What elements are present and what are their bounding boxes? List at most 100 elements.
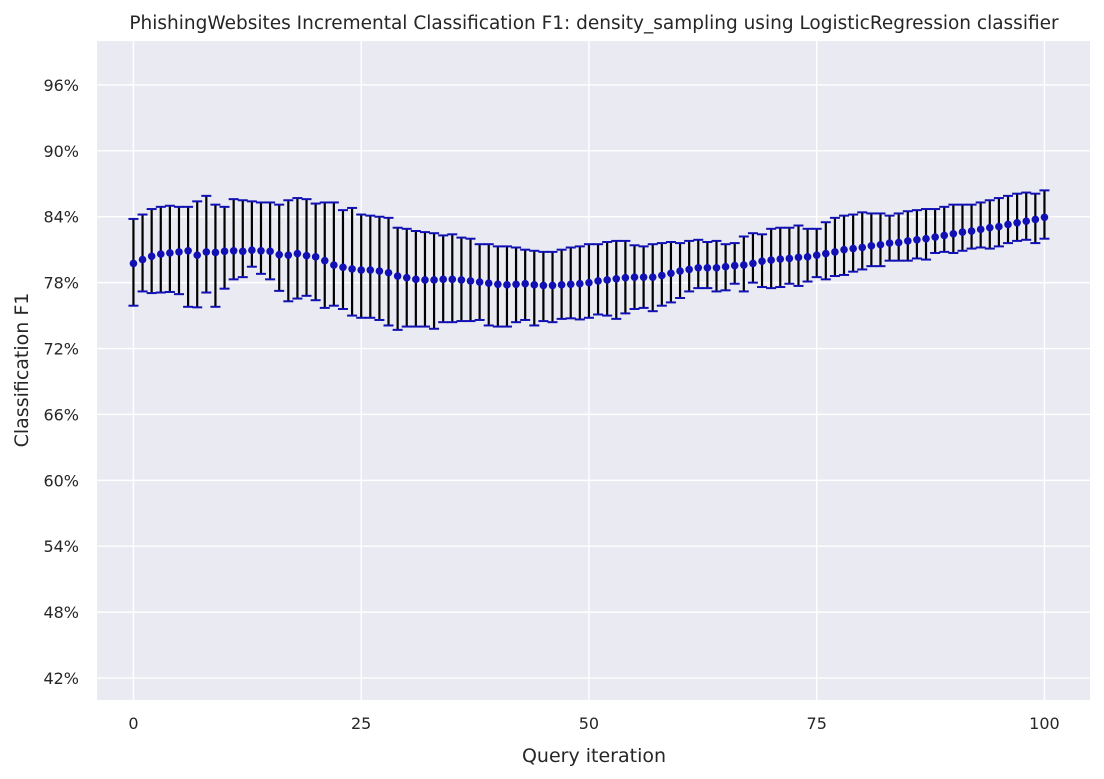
data-point [512,280,520,289]
data-point [885,239,894,247]
data-point [995,222,1003,231]
data-point [138,255,147,264]
x-tick-label: 0 [128,714,138,733]
data-point [867,242,876,250]
data-point [767,256,775,264]
x-tick-label: 50 [579,714,599,733]
data-point [147,252,156,261]
y-tick-label: 42% [43,669,79,688]
data-point [211,248,220,257]
data-point [202,248,211,256]
data-point [685,265,693,274]
y-tick-label: 54% [43,537,79,556]
data-point [293,249,302,258]
data-point [1013,218,1021,227]
data-point [658,271,666,280]
data-point [903,237,912,245]
data-point [585,278,593,287]
data-point [594,277,602,285]
data-point [822,249,830,258]
y-tick-label: 84% [43,208,79,227]
marker-layer [129,213,1049,290]
data-point [1022,217,1031,225]
data-point [129,259,138,268]
data-point [521,279,529,288]
chart-title: PhishingWebsites Incremental Classificat… [129,13,1059,34]
data-point [548,281,557,290]
data-point [1004,220,1012,229]
plot-area [97,41,1090,700]
tick-layer: 0 25 50 75 100 42% 48% 54% 60% 66% 72% 78% 84% 90% 96% [43,76,1059,733]
data-point [220,247,229,256]
data-point [421,276,429,284]
x-tick-label: 25 [351,714,371,733]
data-point [384,268,393,277]
grid-layer [97,41,1090,700]
y-tick-label: 90% [43,142,79,161]
data-point [530,281,539,289]
data-point [257,246,265,255]
data-point [639,273,648,281]
data-point [375,267,384,275]
data-point [721,262,730,271]
data-point [320,256,329,265]
data-point [931,233,939,241]
data-point [184,246,192,255]
data-point [913,235,921,244]
x-tick-label: 75 [807,714,827,733]
data-point [894,238,903,247]
data-point [776,255,785,263]
data-point [694,264,703,272]
data-point [348,265,356,273]
data-point [503,281,511,289]
data-point [439,275,447,284]
data-point [1031,215,1040,224]
data-point [603,276,611,284]
data-point [976,225,985,234]
y-tick-label: 60% [43,471,79,490]
data-point [302,251,311,260]
data-point [494,280,502,289]
data-point [339,263,347,272]
data-point [284,251,293,259]
y-tick-label: 72% [43,340,79,359]
data-point [831,248,839,256]
data-point [794,253,803,262]
data-point [621,273,630,282]
data-point [576,279,584,288]
data-point [703,264,712,272]
data-point [648,273,657,281]
data-point [967,227,976,235]
data-point [858,243,867,252]
data-point [475,278,484,286]
y-axis-title: Classification F1 [11,293,33,448]
data-point [193,251,202,259]
data-point [612,274,621,283]
data-point [676,267,684,275]
data-point [266,247,274,256]
data-point [366,266,375,274]
data-point [758,257,766,266]
data-point [740,261,748,269]
data-point [166,249,174,257]
data-point [730,261,739,270]
data-point [566,280,575,289]
x-axis-title: Query iteration [522,745,666,767]
data-point [849,244,857,253]
data-point [803,253,812,261]
data-point [275,250,284,259]
data-point [785,254,794,263]
data-point [876,240,885,249]
data-point [156,250,165,258]
data-point [311,253,320,261]
data-point [539,281,548,290]
data-point [712,264,721,272]
data-point [466,277,475,285]
data-point [238,247,247,256]
data-point [412,275,420,284]
data-point [985,223,994,232]
data-point [248,246,256,255]
data-point [922,234,930,243]
data-point [812,251,821,259]
y-tick-label: 96% [43,76,79,95]
